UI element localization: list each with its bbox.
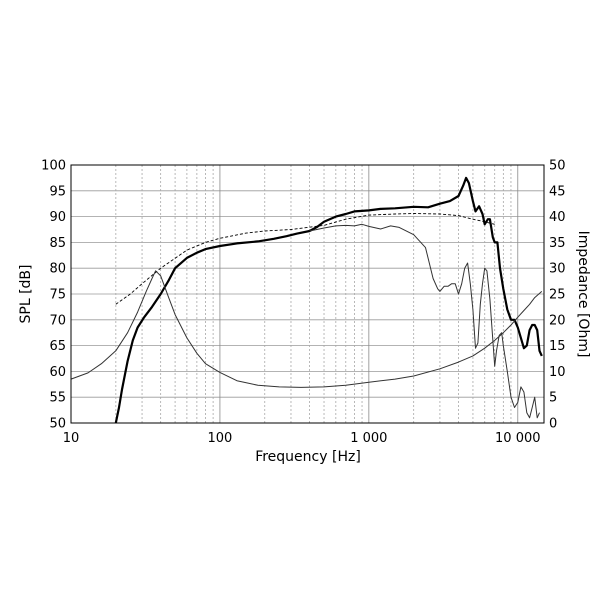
y-tick-label: 95 bbox=[49, 184, 66, 199]
y-tick-label: 90 bbox=[49, 210, 66, 225]
y-tick-label: 80 bbox=[49, 262, 66, 277]
series-layer bbox=[70, 176, 543, 424]
y-tick-label: 85 bbox=[49, 236, 66, 251]
x-tick-label: 10 000 bbox=[495, 431, 541, 446]
plot-frame bbox=[70, 164, 545, 424]
x-axis-title: Frequency [Hz] bbox=[255, 449, 361, 465]
y2-tick-label: 20 bbox=[549, 313, 566, 328]
y-tick-label: 100 bbox=[41, 159, 66, 174]
series-line-3 bbox=[309, 223, 540, 419]
y-tick-label: 50 bbox=[49, 417, 66, 432]
y-tick-label: 55 bbox=[49, 391, 66, 406]
y2-tick-label: 45 bbox=[549, 184, 566, 199]
x-tick-label: 10 bbox=[63, 431, 80, 446]
y2-tick-label: 5 bbox=[549, 391, 557, 406]
series-line-2 bbox=[115, 213, 495, 305]
y2-tick-label: 40 bbox=[549, 210, 566, 225]
y-tick-label: 70 bbox=[49, 313, 66, 328]
y-tick-label: 60 bbox=[49, 365, 66, 380]
y-tick-label: 75 bbox=[49, 288, 66, 303]
y-ticks: 50 55 60 65 70 75 80 85 90 95 100 bbox=[41, 159, 66, 432]
y-axis-title: SPL [dB] bbox=[18, 265, 34, 324]
y2-tick-label: 10 bbox=[549, 365, 566, 380]
x-ticks: 10 100 1 000 10 000 bbox=[63, 431, 541, 446]
y2-tick-label: 15 bbox=[549, 339, 566, 354]
series-line-4 bbox=[70, 270, 543, 388]
series-line-1 bbox=[114, 176, 543, 424]
y2-tick-label: 30 bbox=[549, 262, 566, 277]
y2-tick-label: 0 bbox=[549, 417, 557, 432]
y2-ticks: 0 5 10 15 20 25 30 35 40 45 50 bbox=[549, 159, 566, 432]
x-tick-label: 100 bbox=[208, 431, 233, 446]
grid bbox=[71, 165, 544, 423]
y-tick-label: 65 bbox=[49, 339, 66, 354]
y2-tick-label: 25 bbox=[549, 288, 566, 303]
y2-tick-label: 35 bbox=[549, 236, 566, 251]
y2-axis-title: Impedance [Ohm] bbox=[575, 231, 591, 358]
x-tick-label: 1 000 bbox=[350, 431, 387, 446]
y2-tick-label: 50 bbox=[549, 159, 566, 174]
